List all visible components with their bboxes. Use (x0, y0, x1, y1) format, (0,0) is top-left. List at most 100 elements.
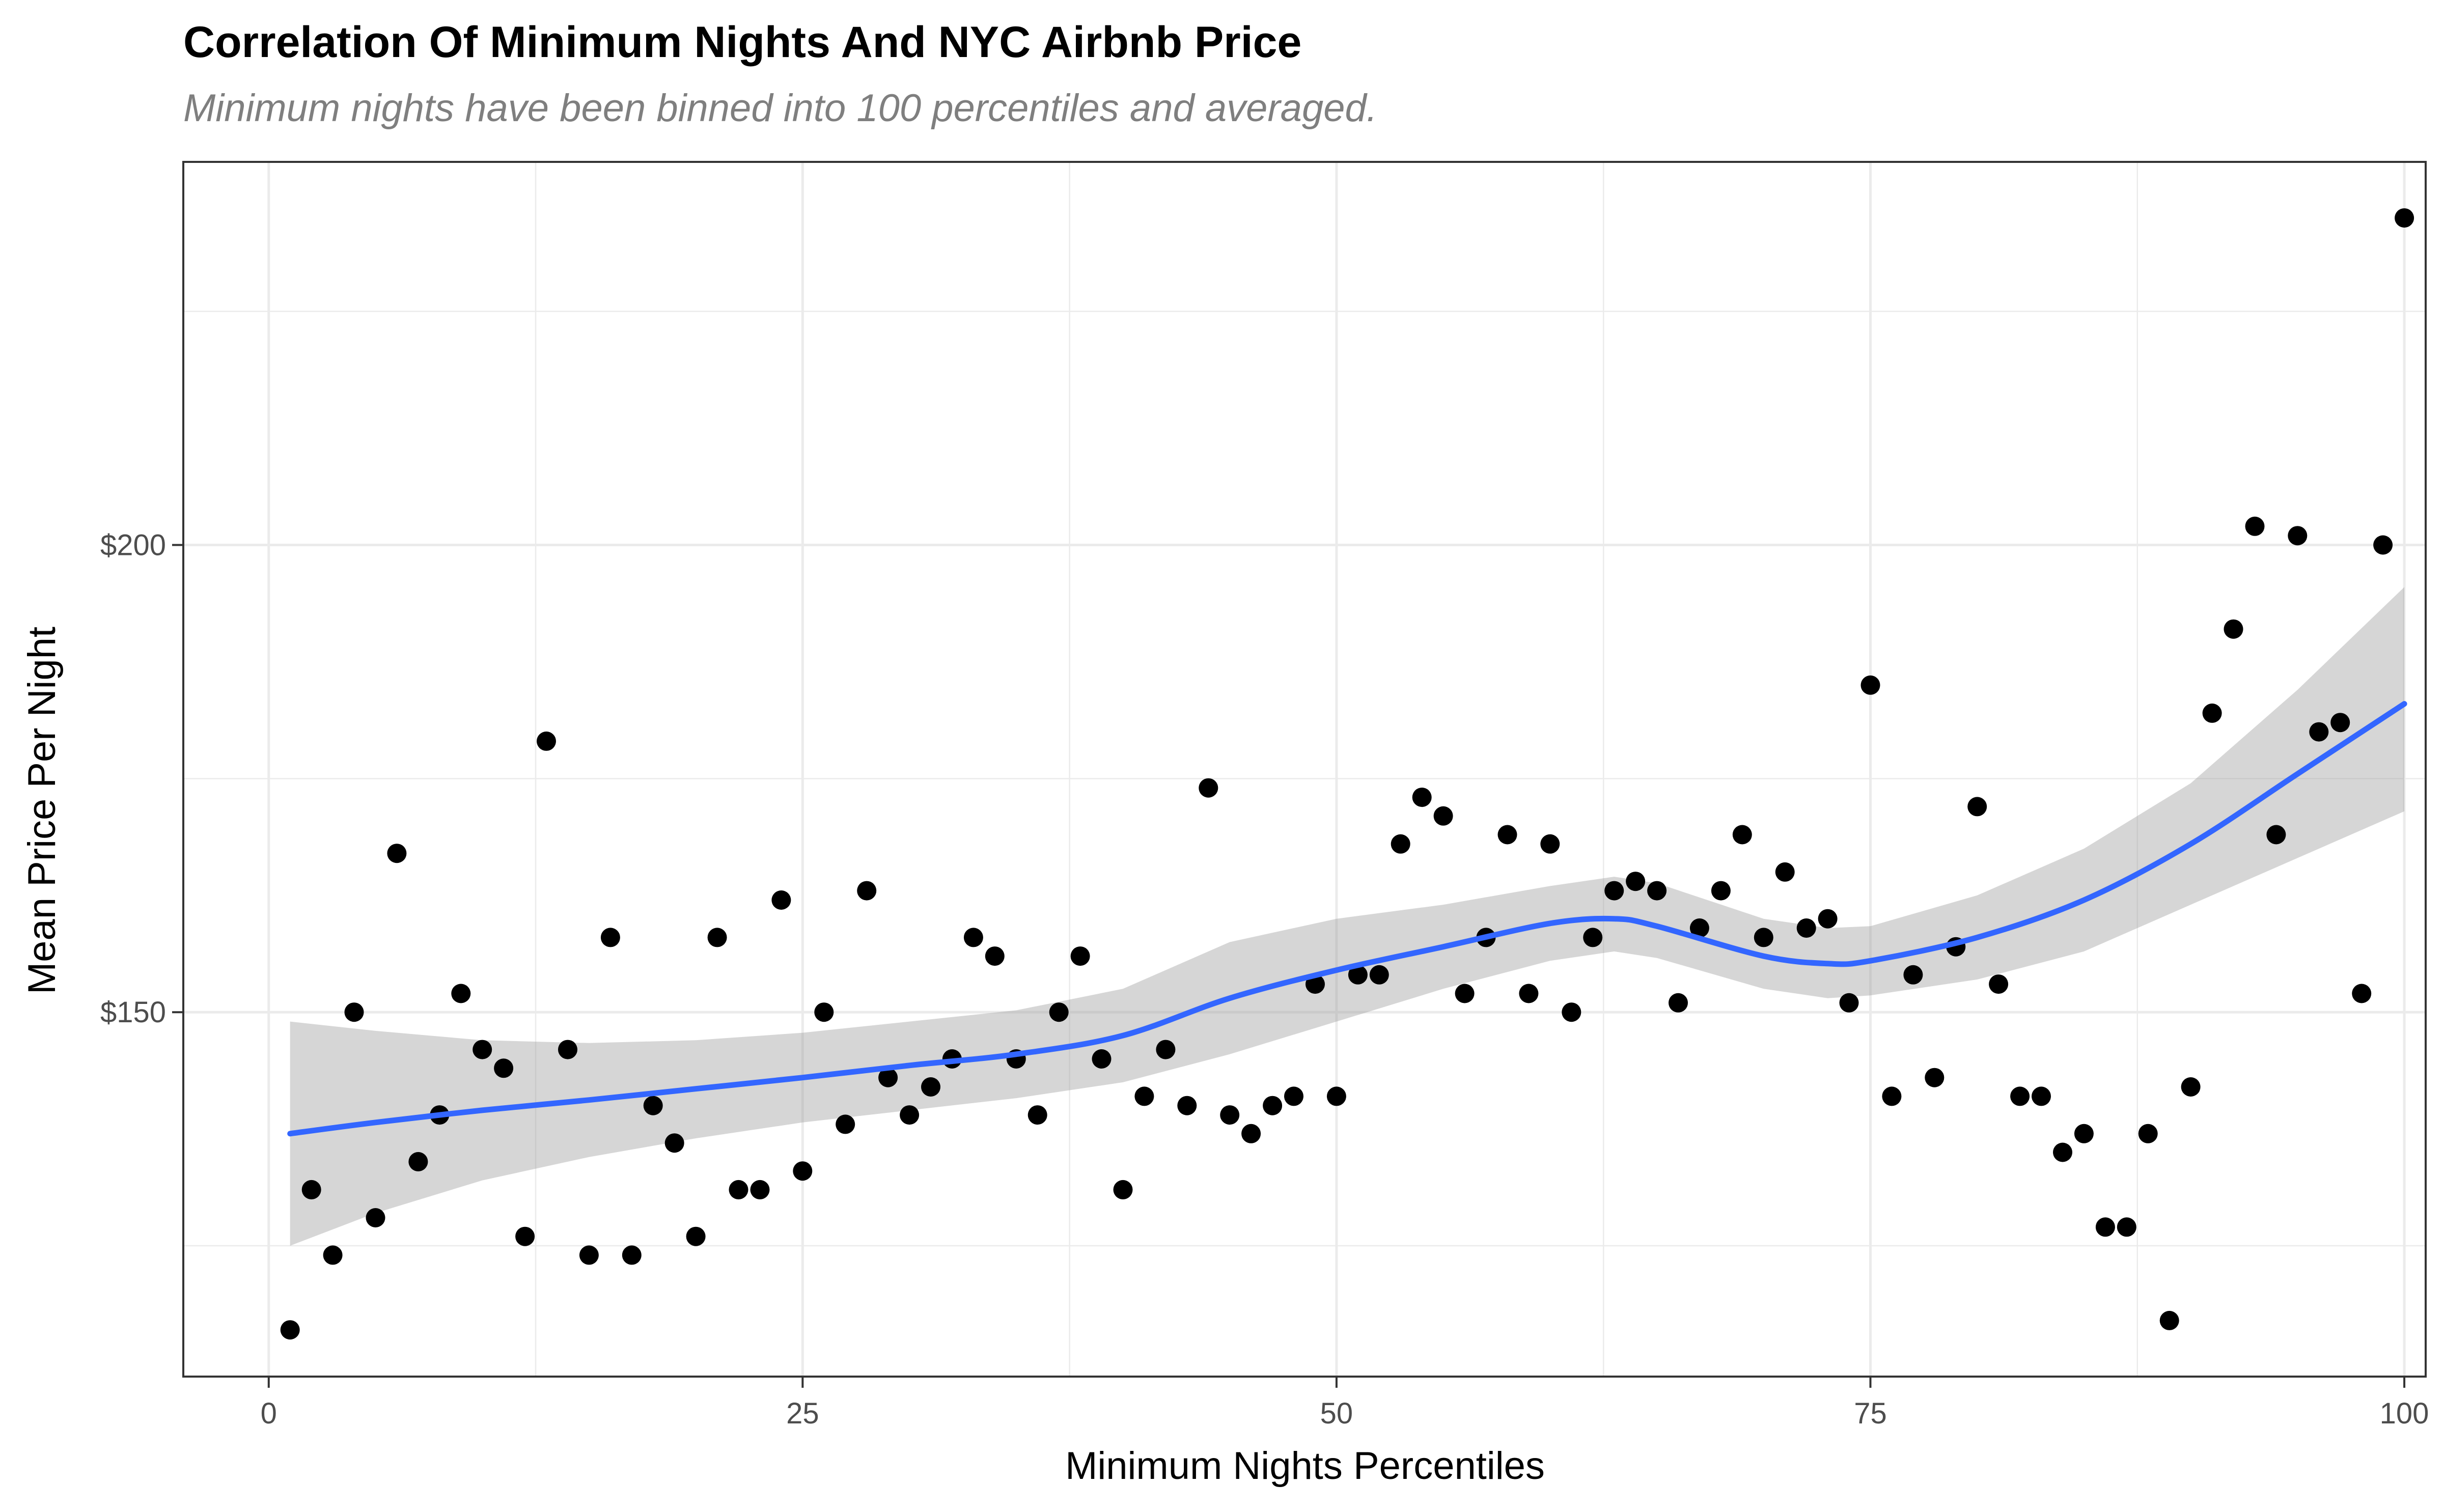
chart-subtitle: Minimum nights have been binned into 100… (183, 87, 1377, 130)
data-point-40 (1113, 1180, 1133, 1199)
minor-gridlines (183, 162, 2426, 1377)
data-point-77 (1903, 965, 1923, 985)
x-tick-label: 100 (2380, 1397, 2429, 1430)
data-point-99 (2373, 535, 2393, 555)
data-point-2 (301, 1180, 321, 1199)
data-point-56 (1455, 984, 1475, 1003)
x-tick-label: 50 (1320, 1397, 1353, 1430)
y-tick-label: $200 (100, 529, 166, 562)
data-point-88 (2138, 1124, 2158, 1143)
data-point-12 (515, 1226, 535, 1246)
data-point-97 (2330, 713, 2350, 733)
data-point-34 (985, 946, 1005, 966)
x-tick-label: 0 (261, 1397, 277, 1430)
data-point-48 (1284, 1086, 1303, 1106)
data-point-95 (2288, 526, 2308, 546)
data-point-43 (1177, 1096, 1197, 1115)
data-point-50 (1326, 1086, 1346, 1106)
data-point-59 (1519, 984, 1539, 1003)
data-point-9 (451, 984, 471, 1003)
data-point-25 (793, 1161, 813, 1181)
data-point-15 (579, 1245, 599, 1265)
data-point-100 (2395, 208, 2414, 228)
data-point-98 (2352, 984, 2372, 1003)
data-point-13 (537, 731, 556, 751)
data-point-38 (1070, 946, 1090, 966)
data-point-7 (408, 1152, 428, 1171)
data-point-46 (1241, 1124, 1261, 1143)
data-point-80 (1967, 797, 1987, 817)
data-point-74 (1839, 993, 1859, 1013)
data-point-28 (857, 881, 877, 901)
data-point-29 (878, 1068, 898, 1087)
data-point-20 (686, 1226, 706, 1246)
data-point-82 (2010, 1086, 2030, 1106)
data-point-27 (836, 1114, 855, 1134)
data-point-75 (1860, 675, 1880, 695)
data-point-19 (664, 1133, 684, 1153)
data-point-83 (2032, 1086, 2051, 1106)
data-point-45 (1220, 1105, 1240, 1125)
x-axis-title: Minimum Nights Percentiles (1065, 1444, 1545, 1488)
data-point-81 (1989, 974, 2009, 994)
data-point-11 (494, 1058, 514, 1078)
data-point-93 (2245, 516, 2265, 536)
data-point-70 (1754, 928, 1773, 947)
data-point-51 (1348, 965, 1368, 985)
data-point-96 (2309, 722, 2329, 742)
data-point-3 (323, 1245, 343, 1265)
data-point-4 (344, 1002, 364, 1022)
data-point-87 (2117, 1217, 2136, 1237)
data-point-16 (600, 928, 620, 947)
data-point-53 (1391, 834, 1410, 854)
data-point-62 (1583, 928, 1603, 947)
data-point-6 (387, 844, 407, 863)
data-point-86 (2095, 1217, 2115, 1237)
data-point-5 (366, 1208, 385, 1227)
data-point-67 (1689, 918, 1709, 938)
data-point-26 (814, 1002, 834, 1022)
data-point-66 (1669, 993, 1688, 1013)
data-point-52 (1369, 965, 1389, 985)
major-gridlines (183, 162, 2426, 1377)
data-point-22 (729, 1180, 748, 1199)
plot-panel (182, 161, 2427, 1378)
data-point-54 (1412, 788, 1432, 807)
data-point-30 (900, 1105, 920, 1125)
data-point-24 (771, 890, 791, 910)
smooth-trend-line (287, 701, 2407, 1137)
data-point-1 (280, 1320, 300, 1340)
data-point-91 (2202, 703, 2222, 723)
data-point-42 (1156, 1040, 1176, 1059)
data-point-64 (1626, 872, 1646, 891)
data-point-31 (921, 1077, 940, 1097)
y-axis-title: Mean Price Per Night (20, 627, 64, 994)
data-point-14 (558, 1040, 577, 1059)
data-point-94 (2266, 825, 2286, 845)
data-point-61 (1562, 1002, 1581, 1022)
data-point-68 (1711, 881, 1731, 901)
chart-title: Correlation Of Minimum Nights And NYC Ai… (183, 18, 1301, 67)
data-point-39 (1092, 1049, 1112, 1069)
data-point-18 (643, 1096, 663, 1115)
data-point-33 (963, 928, 983, 947)
data-point-72 (1796, 918, 1816, 938)
data-point-90 (2181, 1077, 2201, 1097)
data-point-78 (1925, 1068, 1945, 1087)
plot-panel-background (183, 162, 2426, 1377)
data-point-65 (1647, 881, 1667, 901)
data-point-23 (750, 1180, 770, 1199)
x-axis: 0 25 50 75 100 (261, 1377, 2429, 1430)
data-point-92 (2224, 619, 2243, 639)
data-point-73 (1818, 909, 1838, 929)
confidence-band (290, 587, 2405, 1246)
data-point-58 (1497, 825, 1517, 845)
y-tick-label: $150 (100, 996, 166, 1029)
plot-panel-border (182, 161, 2427, 1378)
data-point-63 (1604, 881, 1624, 901)
data-point-69 (1732, 825, 1752, 845)
data-point-89 (2159, 1310, 2179, 1330)
data-point-71 (1775, 862, 1795, 882)
data-point-55 (1433, 806, 1453, 826)
